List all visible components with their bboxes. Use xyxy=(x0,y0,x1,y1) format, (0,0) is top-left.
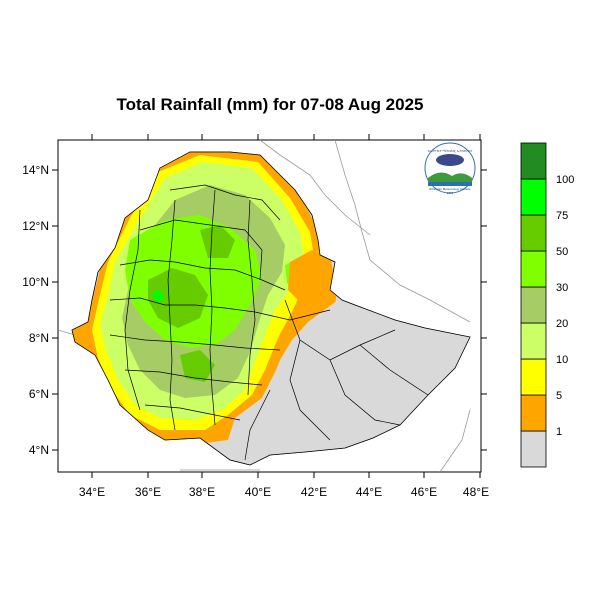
legend-label: 1 xyxy=(556,426,562,438)
logo-sea-band xyxy=(428,182,472,186)
x-tick-label: 48°E xyxy=(463,485,489,499)
y-tick-label: 8°N xyxy=(29,331,49,345)
y-tick-labels: 14°N 12°N 10°N 8°N 6°N 4°N xyxy=(22,163,49,457)
map-panel: የኢትዮጵያ ሜትሮሎጂ ኢንስቲትዩት Ethiopian Meteorolo… xyxy=(22,134,489,499)
legend-label: 75 xyxy=(556,210,568,222)
legend-label: 20 xyxy=(556,318,568,330)
legend-label: 5 xyxy=(556,390,562,402)
map-content: የኢትዮጵያ ሜትሮሎጂ ኢንስቲትዩት Ethiopian Meteorolo… xyxy=(58,140,476,472)
dry-zone-east xyxy=(242,300,470,465)
legend-label: 100 xyxy=(556,174,574,186)
x-tick-label: 40°E xyxy=(245,485,271,499)
legend-swatch xyxy=(520,286,547,324)
logo-landscape-icon xyxy=(428,172,472,182)
x-tick-label: 36°E xyxy=(135,485,161,499)
x-tick-label: 38°E xyxy=(189,485,215,499)
map-title: Total Rainfall (mm) for 07-08 Aug 2025 xyxy=(116,95,423,114)
neighbor-borders xyxy=(58,140,471,472)
logo-top-text: የኢትዮጵያ ሜትሮሎጂ ኢንስቲትዩት xyxy=(428,149,473,153)
y-tick-label: 4°N xyxy=(29,443,49,457)
y-tick-label: 12°N xyxy=(22,219,49,233)
logo-bottom-text: Ethiopian Meteorology Institute xyxy=(429,187,471,191)
y-axis xyxy=(52,169,487,451)
x-tick-labels: 34°E 36°E 38°E 40°E 42°E 44°E 46°E 48°E xyxy=(79,485,489,499)
rain-zone-75 xyxy=(148,268,208,328)
y-tick-label: 14°N xyxy=(22,163,49,177)
legend-swatch xyxy=(520,214,547,252)
x-tick-label: 44°E xyxy=(356,485,382,499)
legend-swatch xyxy=(520,430,547,468)
legend-label: 30 xyxy=(556,282,568,294)
x-tick-label: 46°E xyxy=(411,485,437,499)
rain-zone-75c xyxy=(180,350,215,382)
ethiopian-meteorology-institute-logo: የኢትዮጵያ ሜትሮሎጂ ኢንስቲትዩት Ethiopian Meteorolo… xyxy=(424,142,476,195)
logo-cloud-icon xyxy=(436,154,464,166)
legend-swatch xyxy=(520,142,547,180)
rain-zone-100 xyxy=(152,290,165,304)
y-tick-label: 6°N xyxy=(29,387,49,401)
rain-zone-5-east xyxy=(288,250,335,302)
y-tick-label: 10°N xyxy=(22,275,49,289)
rainfall-legend: 1 5 10 20 30 50 75 100 xyxy=(520,142,574,468)
legend-swatch xyxy=(520,358,547,396)
x-tick-label: 34°E xyxy=(79,485,105,499)
legend-swatch xyxy=(520,322,547,360)
legend-swatch xyxy=(520,394,547,432)
x-axis xyxy=(91,134,481,478)
legend-label: 50 xyxy=(556,246,568,258)
legend-label: 10 xyxy=(556,354,568,366)
rain-zone-75b xyxy=(200,225,235,258)
admin-boundaries xyxy=(71,151,471,466)
logo-year-text: 1971 xyxy=(447,191,454,195)
legend-swatch xyxy=(520,178,547,216)
legend-swatch xyxy=(520,250,547,288)
x-tick-label: 42°E xyxy=(301,485,327,499)
